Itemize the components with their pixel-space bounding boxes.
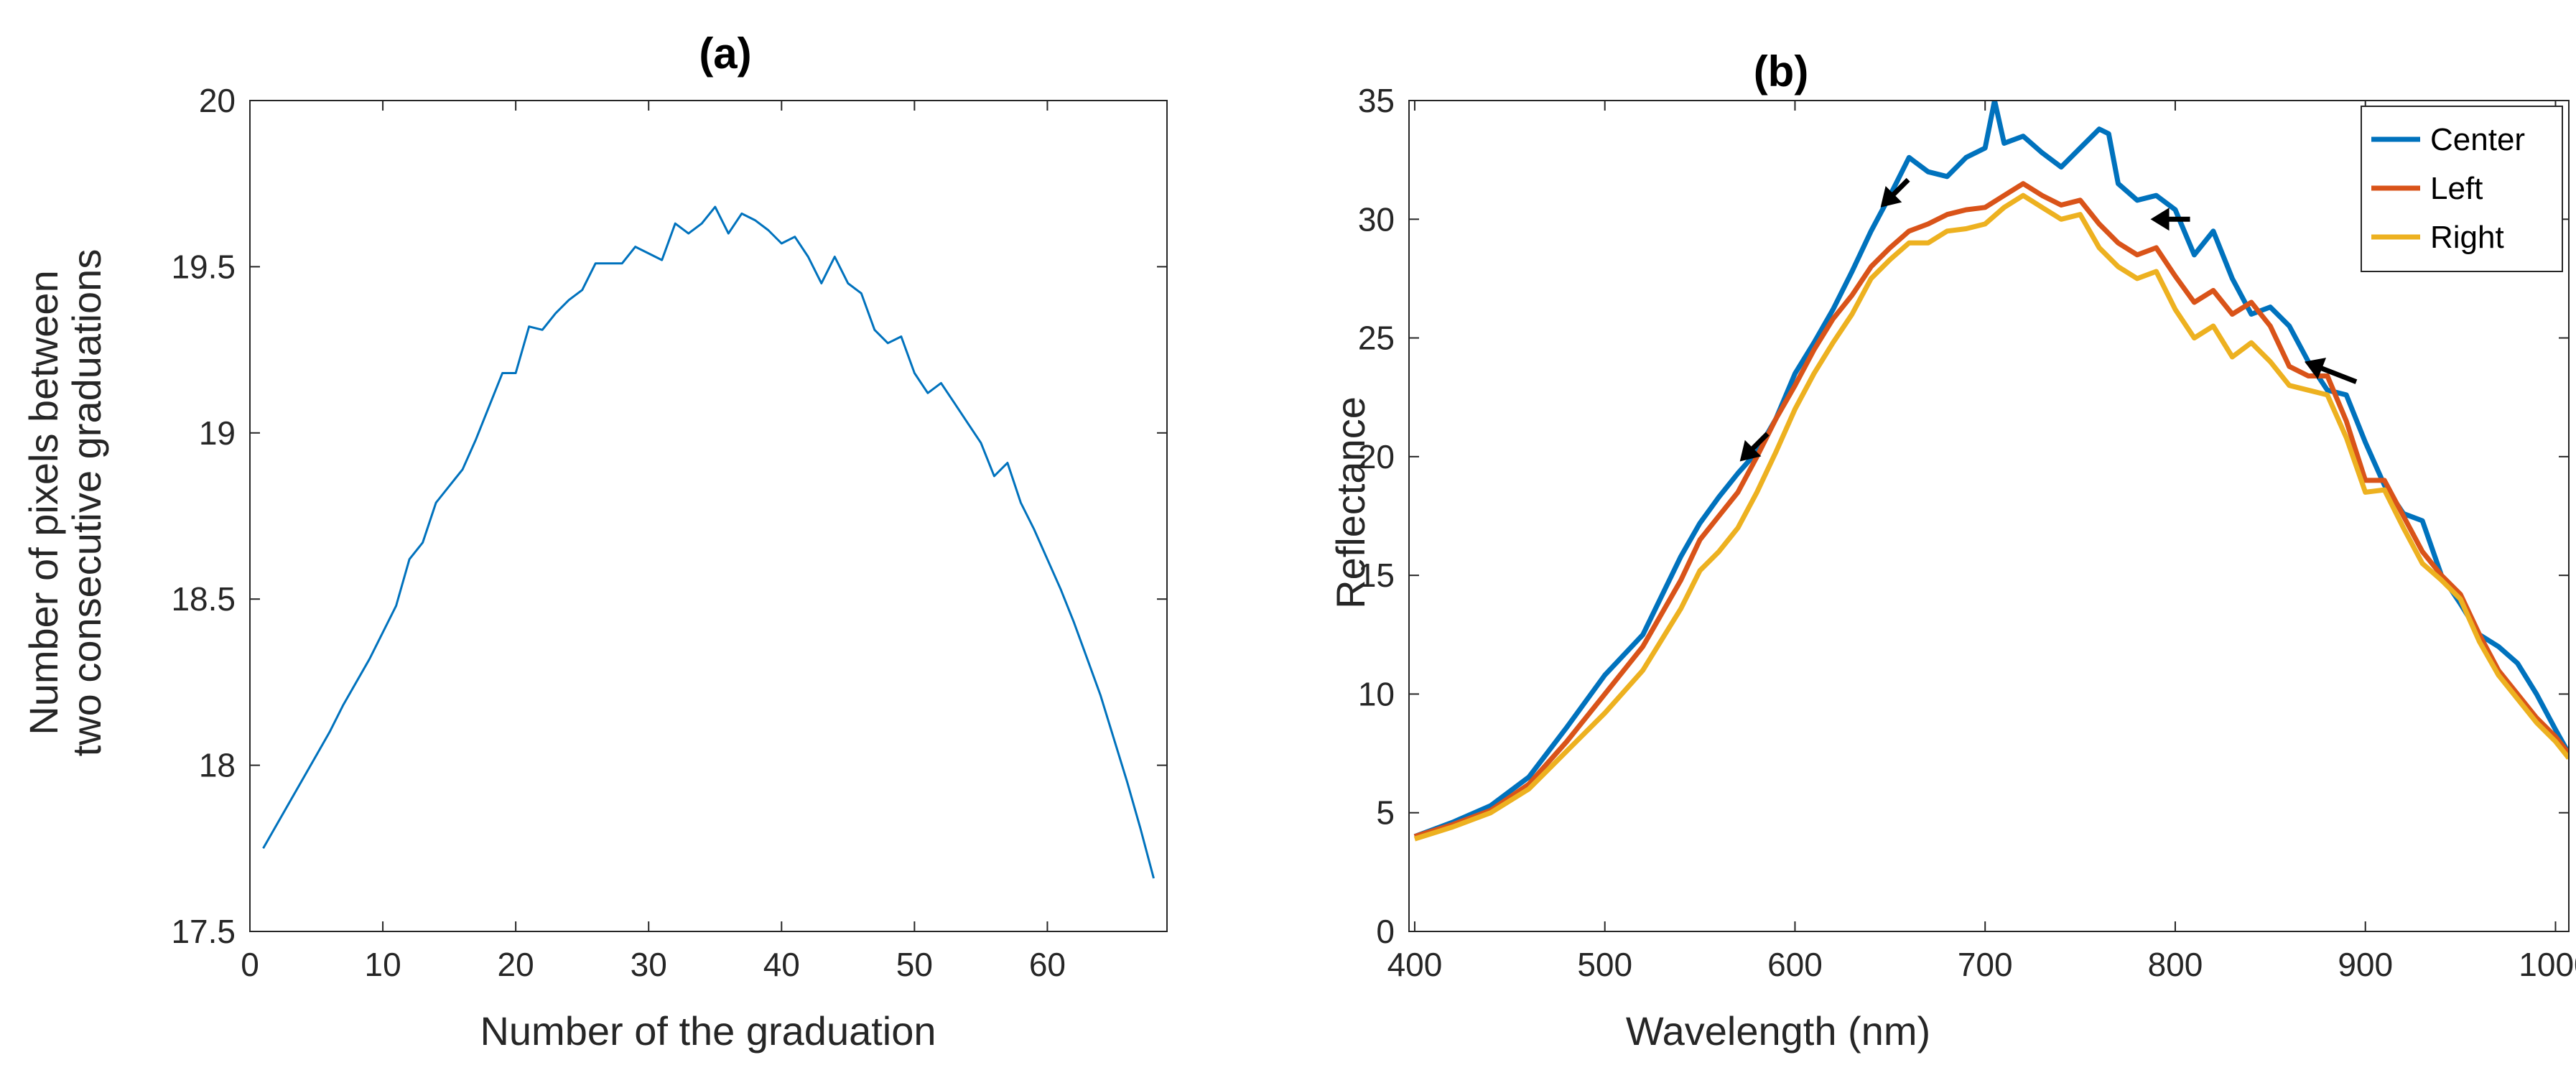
panel-a-title: (a) xyxy=(699,29,751,78)
series-line-right xyxy=(1413,192,2569,842)
panel-a-x-ticks: 0 10 20 30 40 50 60 xyxy=(241,101,1066,983)
panel-b-y-axis-label: Reflectance xyxy=(1328,396,1373,609)
series-line-pixels xyxy=(262,205,1155,879)
y-tick-label: 19 xyxy=(199,414,236,452)
y-tick-label: 20 xyxy=(1358,438,1395,475)
panel-a: (a) 0 10 20 30 40 50 60 17.5 18 18.5 19 19.5 20 Num… xyxy=(21,29,1168,1054)
x-tick-label: 900 xyxy=(2338,946,2393,983)
annotation-arrow xyxy=(1880,177,1910,208)
x-tick-label: 500 xyxy=(1577,946,1632,983)
annotation-arrow xyxy=(2304,358,2358,384)
panel-a-y-axis-label-line2: two consecutive graduations xyxy=(64,249,109,757)
panel-b-title: (b) xyxy=(1754,47,1809,96)
x-tick-label: 50 xyxy=(896,946,933,983)
y-tick-label: 35 xyxy=(1358,82,1395,119)
x-tick-label: 800 xyxy=(2148,946,2203,983)
y-tick-label: 30 xyxy=(1358,200,1395,238)
panel-b-y-ticks: 0 5 10 15 20 25 30 35 xyxy=(1358,82,2569,950)
panel-a-x-axis-label: Number of the graduation xyxy=(480,1008,936,1054)
panel-a-plot-area xyxy=(249,100,1168,932)
x-tick-label: 10 xyxy=(364,946,401,983)
x-tick-label: 600 xyxy=(1767,946,1823,983)
y-tick-label: 0 xyxy=(1376,913,1395,950)
axes-box xyxy=(1408,100,2570,932)
y-tick-label: 20 xyxy=(199,82,236,119)
panel-a-y-axis-label-line1: Number of pixels between xyxy=(21,270,66,735)
y-tick-label: 19.5 xyxy=(171,248,236,285)
x-tick-label: 40 xyxy=(763,946,800,983)
x-tick-label: 30 xyxy=(631,946,667,983)
x-tick-label: 700 xyxy=(1958,946,2013,983)
y-tick-label: 5 xyxy=(1376,794,1395,832)
x-tick-label: 0 xyxy=(241,946,259,983)
axes-box xyxy=(249,100,1168,932)
annotation-arrow xyxy=(2150,208,2190,231)
panel-b-x-axis-label: Wavelength (nm) xyxy=(1626,1008,1930,1054)
y-tick-label: 17.5 xyxy=(171,913,236,950)
panel-a-y-ticks: 17.5 18 18.5 19 19.5 20 xyxy=(171,82,1167,950)
y-tick-label: 18 xyxy=(199,747,236,784)
series-line-left xyxy=(1413,181,2569,840)
panel-b-legend: Center Left Right xyxy=(2361,106,2563,272)
legend-label-left: Left xyxy=(2430,171,2483,206)
y-tick-label: 18.5 xyxy=(171,580,236,618)
x-tick-label: 60 xyxy=(1029,946,1066,983)
annotation-arrow xyxy=(1739,432,1770,462)
legend-label-center: Center xyxy=(2430,122,2525,157)
x-tick-label: 20 xyxy=(498,946,534,983)
x-tick-label: 400 xyxy=(1387,946,1443,983)
panel-b-plot-area xyxy=(1408,100,2570,932)
y-tick-label: 25 xyxy=(1358,320,1395,357)
y-tick-label: 15 xyxy=(1358,557,1395,594)
y-tick-label: 10 xyxy=(1358,675,1395,712)
legend-label-right: Right xyxy=(2430,220,2504,255)
